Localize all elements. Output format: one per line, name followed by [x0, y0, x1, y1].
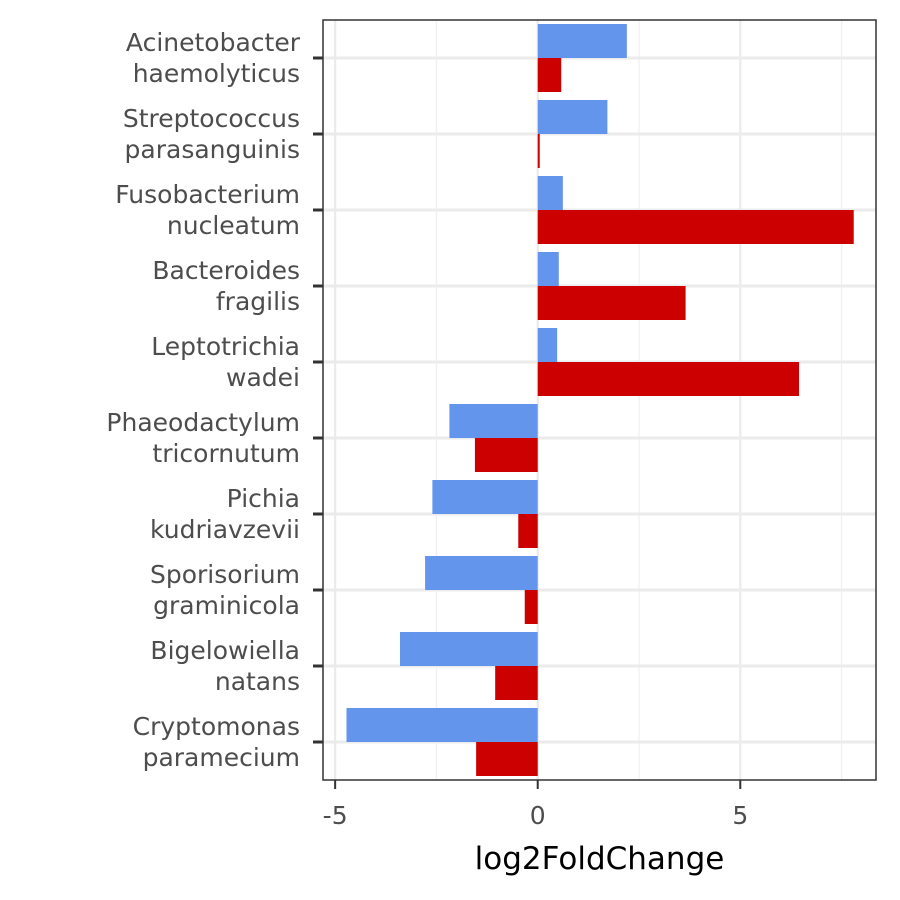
bar-series-2	[537, 58, 562, 92]
y-tick-label: Streptococcus	[123, 104, 300, 133]
y-tick-label: Fusobacterium	[115, 180, 300, 209]
bar-series-1	[537, 328, 558, 362]
y-tick-label: natans	[215, 667, 300, 696]
bar-series-1	[537, 100, 608, 134]
y-tick-label: Bigelowiella	[150, 636, 300, 665]
y-tick-label: fragilis	[216, 287, 300, 316]
bar-series-2	[524, 590, 538, 624]
y-tick-label: tricornutum	[152, 439, 300, 468]
y-tick-label: haemolyticus	[133, 59, 300, 88]
x-axis: -5 0 5	[323, 780, 748, 830]
bar-series-1	[399, 632, 538, 666]
y-tick-label: graminicola	[153, 591, 300, 620]
y-tick-label: parasanguinis	[125, 135, 300, 164]
bar-series-2	[537, 210, 854, 244]
x-axis-title: log2FoldChange	[475, 841, 725, 877]
y-tick-label: Bacteroides	[152, 256, 300, 285]
bar-series-2	[537, 286, 686, 320]
bar-series-2	[476, 742, 538, 776]
bar-series-2	[537, 362, 800, 396]
bar-series-1	[425, 556, 538, 590]
bar-series-2	[537, 134, 540, 168]
y-tick-label: Phaeodactylum	[106, 408, 300, 437]
y-tick-label: Sporisorium	[150, 560, 300, 589]
bar-series-2	[495, 666, 538, 700]
x-tick-label: 0	[530, 801, 546, 830]
y-tick-label: Leptotrichia	[151, 332, 300, 361]
bar-series-2	[518, 514, 538, 548]
y-tick-label: wadei	[226, 363, 300, 392]
bar-series-1	[346, 708, 538, 742]
y-axis: AcinetobacterhaemolyticusStreptococcuspa…	[106, 28, 323, 772]
bar-series-1	[449, 404, 538, 438]
y-tick-label: Cryptomonas	[133, 712, 300, 741]
grid-lines	[323, 20, 876, 780]
bar-series-2	[474, 438, 538, 472]
y-tick-label: Acinetobacter	[126, 28, 301, 57]
y-tick-label: nucleatum	[167, 211, 300, 240]
y-tick-label: Pichia	[227, 484, 300, 513]
x-tick-label: -5	[323, 801, 348, 830]
plot-panel-border	[322, 19, 877, 781]
bar-series-1	[537, 176, 563, 210]
bars	[346, 24, 854, 776]
x-tick-label: 5	[732, 801, 748, 830]
y-tick-label: paramecium	[143, 743, 300, 772]
bar-series-1	[432, 480, 538, 514]
bar-series-1	[537, 252, 559, 286]
y-tick-label: kudriavzevii	[150, 515, 300, 544]
bar-series-1	[537, 24, 627, 58]
